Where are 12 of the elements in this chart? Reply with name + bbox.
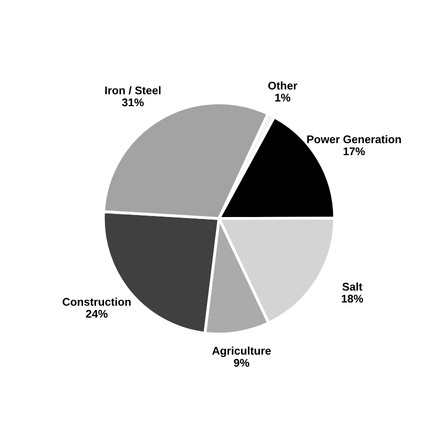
slice-label: Agriculture (212, 346, 271, 357)
data-label: 17% (344, 147, 365, 156)
slice-label: Construction (62, 298, 131, 306)
data-label: 18% (342, 294, 364, 303)
slice-label: Power Generation (307, 135, 401, 144)
data-label: 9% (234, 358, 250, 367)
data-label: 24% (86, 310, 108, 318)
data-label: 1% (275, 94, 290, 102)
slice-label: Salt (342, 282, 362, 291)
slice-label: Other (268, 81, 298, 90)
data-label: 31% (122, 98, 144, 106)
slice-label: Iron / Steel (105, 86, 161, 94)
